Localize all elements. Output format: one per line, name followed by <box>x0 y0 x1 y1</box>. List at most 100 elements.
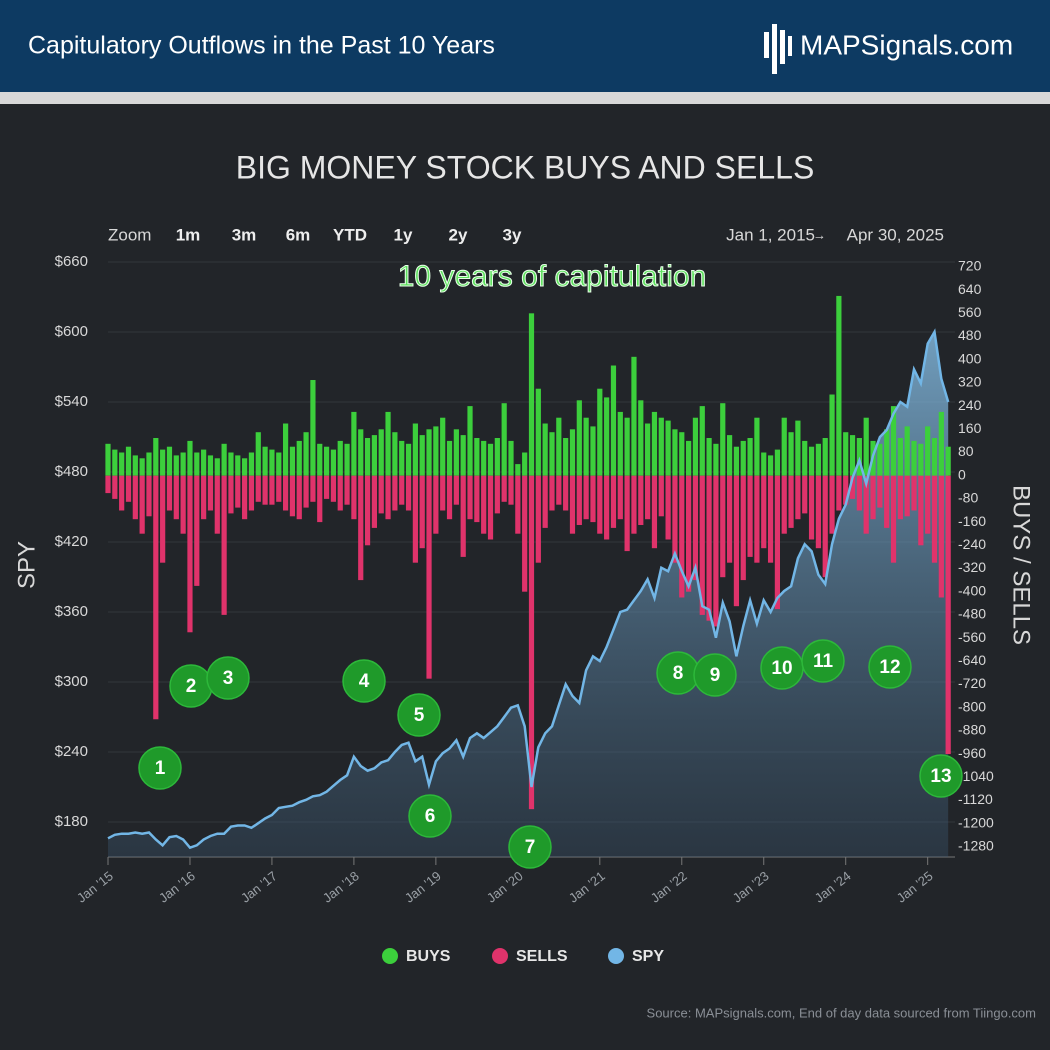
annotation-label: 10 <box>771 658 792 679</box>
bar <box>242 475 248 520</box>
bar <box>276 452 282 476</box>
bar <box>412 475 418 563</box>
bar <box>460 475 466 557</box>
bar <box>569 429 576 476</box>
source-note: Source: MAPsignals.com, End of day data … <box>647 1005 1036 1020</box>
spy-area <box>108 332 949 857</box>
bar <box>153 438 159 476</box>
bar <box>426 475 432 679</box>
bar <box>713 443 719 476</box>
bar <box>207 455 214 476</box>
y-axis-label: SPY <box>13 541 40 589</box>
bar <box>337 475 343 511</box>
bar <box>385 411 391 476</box>
bar <box>105 443 111 476</box>
legend-label[interactable]: SPY <box>632 948 664 965</box>
bar <box>330 449 337 476</box>
bar <box>863 417 869 476</box>
bar <box>317 443 323 476</box>
bar <box>549 432 555 476</box>
bar <box>228 475 234 514</box>
bar <box>713 475 719 627</box>
bar <box>344 443 350 476</box>
bar <box>358 429 364 476</box>
bar <box>617 411 623 476</box>
bar <box>440 475 446 511</box>
annotation-label: 4 <box>359 671 370 692</box>
bar <box>877 475 883 508</box>
bar <box>303 432 309 476</box>
bar <box>214 475 220 534</box>
bar <box>925 475 931 534</box>
zoom-button[interactable]: 2y <box>449 225 468 244</box>
zoom-button[interactable]: 3m <box>232 225 257 244</box>
annotation-badge <box>868 645 912 689</box>
bar <box>289 446 296 476</box>
bar <box>125 446 132 476</box>
zoom-button[interactable]: 3y <box>503 225 522 244</box>
bar <box>877 443 883 476</box>
bar <box>733 475 740 607</box>
bar <box>624 475 630 552</box>
y2-tick-label: 80 <box>958 443 974 459</box>
x-tick-label: Jan '23 <box>730 868 772 905</box>
bar <box>166 475 173 511</box>
zoom-button[interactable]: YTD <box>333 225 367 244</box>
zoom-button[interactable]: 1y <box>394 225 413 244</box>
y2-tick-label: -240 <box>958 536 986 552</box>
bar <box>187 475 193 633</box>
bar <box>528 475 535 810</box>
bar <box>938 411 944 476</box>
bar <box>522 475 528 592</box>
bar <box>378 475 384 514</box>
bar <box>733 446 740 476</box>
y-tick-label: $180 <box>55 813 88 830</box>
bar <box>651 411 658 476</box>
bar <box>754 475 760 563</box>
bar <box>392 475 398 511</box>
legend-label[interactable]: SELLS <box>516 948 568 965</box>
bar <box>849 435 856 476</box>
bar <box>535 475 541 563</box>
bar <box>720 475 726 578</box>
legend-label[interactable]: BUYS <box>406 948 451 965</box>
bar <box>364 475 371 546</box>
bar <box>282 423 289 476</box>
bar <box>207 475 214 511</box>
y2-tick-label: 400 <box>958 350 982 366</box>
y2-tick-label: -1040 <box>958 768 994 784</box>
bar <box>105 475 111 494</box>
annotation-label: 11 <box>813 651 834 672</box>
bar <box>843 432 849 476</box>
bar <box>720 403 726 476</box>
bar <box>139 475 145 534</box>
y2-tick-label: 240 <box>958 397 982 413</box>
x-tick-label: Jan '22 <box>648 868 690 905</box>
y-tick-label: $600 <box>55 323 88 340</box>
y2-tick-label: 160 <box>958 420 982 436</box>
logo-icon <box>764 24 792 74</box>
bar <box>433 426 439 476</box>
bar <box>528 313 535 476</box>
zoom-button[interactable]: 6m <box>286 225 311 244</box>
bar <box>310 475 316 502</box>
bar <box>754 417 760 476</box>
bar <box>884 475 890 528</box>
bar <box>392 432 398 476</box>
range-to: Apr 30, 2025 <box>847 225 944 244</box>
y2-tick-label: -1280 <box>958 838 994 854</box>
bar <box>173 475 179 520</box>
zoom-button[interactable]: 1m <box>176 225 201 244</box>
bar <box>467 406 473 476</box>
bar <box>399 475 405 505</box>
bar <box>378 429 384 476</box>
bar <box>672 475 678 563</box>
bar <box>323 475 330 499</box>
bar <box>638 400 644 476</box>
bar <box>481 475 487 534</box>
bar <box>180 475 186 534</box>
bar <box>590 475 596 523</box>
bar <box>255 475 261 502</box>
bar <box>467 475 473 520</box>
bar <box>767 455 774 476</box>
